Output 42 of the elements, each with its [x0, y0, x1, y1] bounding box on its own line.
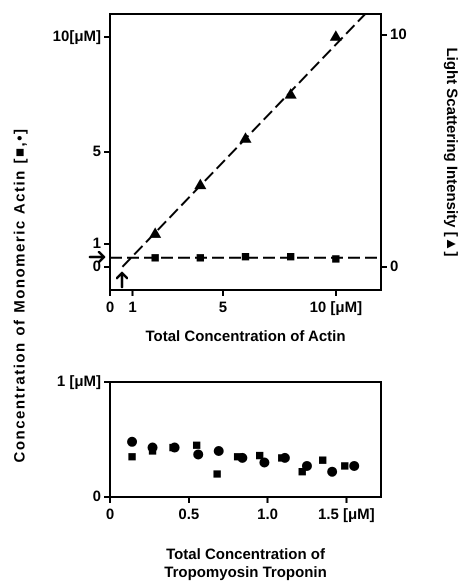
- point: [284, 88, 296, 99]
- point: [259, 458, 270, 468]
- point: [128, 453, 136, 460]
- y-tick-label: 5: [92, 143, 101, 160]
- y2-tick-label: 10: [390, 26, 407, 44]
- point: [194, 179, 206, 190]
- x-tick-label: 1: [128, 299, 137, 316]
- x-tick-label: 1.5 [μM]: [318, 506, 375, 524]
- point: [193, 449, 204, 460]
- point: [148, 442, 158, 453]
- point: [237, 452, 248, 463]
- x-tick-label: 1.0: [257, 506, 278, 524]
- point: [319, 456, 326, 464]
- y-tick-label: 0: [92, 488, 101, 506]
- y2-tick-label: 0: [390, 258, 398, 275]
- x-tick-label: 0: [106, 299, 114, 316]
- point: [349, 460, 360, 471]
- x-tick-label: 10 [μM]: [310, 299, 362, 316]
- point: [341, 462, 348, 470]
- point: [302, 460, 312, 471]
- point: [214, 446, 224, 456]
- y-axis-title: Concentration of Monomeric Actin [■,•]: [12, 128, 28, 462]
- point: [327, 466, 338, 477]
- point: [149, 228, 161, 238]
- y2-axis-title: Light Scattering Intensity [▲]: [442, 47, 460, 257]
- point: [170, 442, 180, 453]
- point: [280, 452, 290, 463]
- x-tick-label: 0.5: [178, 506, 200, 524]
- point: [213, 470, 221, 478]
- point: [256, 452, 264, 460]
- x-tick-label: 5: [218, 299, 228, 316]
- x-axis-title: Total Concentration of Tropomyosin Troponin: [164, 546, 327, 582]
- point: [192, 442, 200, 449]
- point: [240, 132, 252, 143]
- y-tick-label: 10[μM]: [52, 28, 101, 46]
- point: [298, 468, 306, 476]
- x-tick-label: 0: [106, 506, 114, 524]
- point: [127, 436, 138, 447]
- y-tick-label: 1 [μM]: [56, 373, 101, 390]
- point: [330, 30, 342, 41]
- y-tick-label: 1: [92, 235, 101, 252]
- x-axis-title: Total Concentration of Actin: [146, 328, 346, 346]
